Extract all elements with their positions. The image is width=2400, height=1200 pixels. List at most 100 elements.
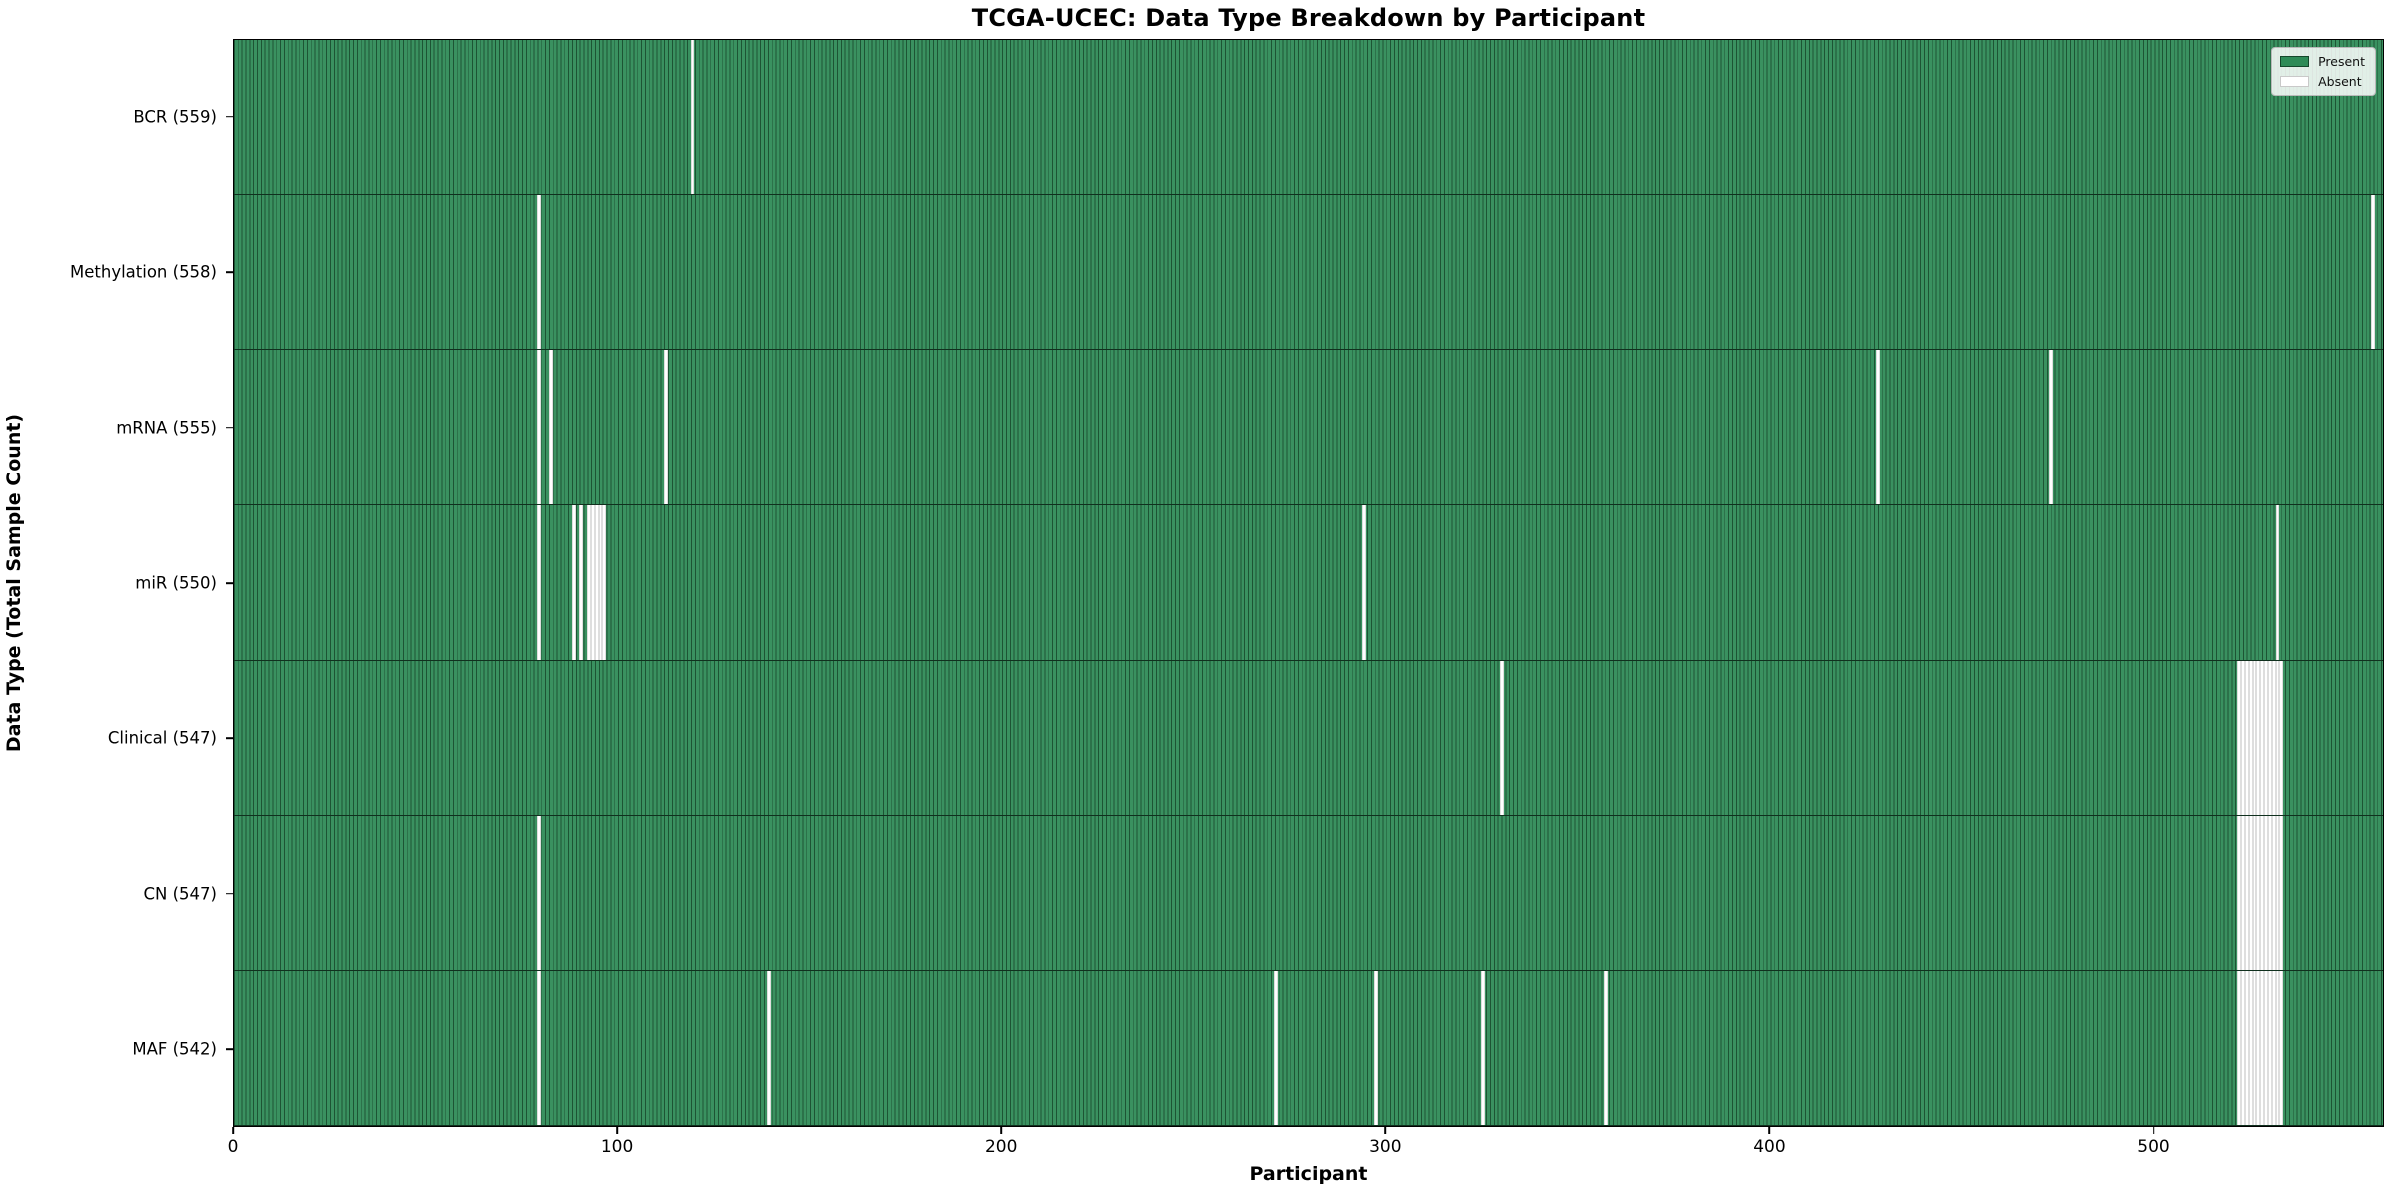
heatmap-row-cn — [234, 815, 2383, 971]
x-tick-label-200: 200 — [984, 1137, 1018, 1157]
heatmap-row-methylation — [234, 195, 2383, 351]
y-tick-label-bcr: BCR (559) — [133, 107, 217, 127]
y-tick-mark — [226, 737, 233, 740]
absent-cell — [2267, 815, 2272, 970]
absent-cell — [2260, 660, 2265, 815]
absent-cell — [2241, 660, 2245, 815]
absent-cell — [2275, 660, 2280, 815]
absent-cell — [537, 970, 541, 1125]
absent-cell — [2256, 970, 2261, 1125]
y-tick-mark — [226, 893, 233, 895]
absent-cell — [2256, 660, 2261, 815]
absent-cell — [2237, 660, 2241, 815]
absent-cell — [2237, 815, 2241, 970]
absent-cell — [2252, 815, 2257, 970]
chart-title: TCGA-UCEC: Data Type Breakdown by Partic… — [971, 4, 1646, 32]
y-tick-label-mrna: mRNA (555) — [116, 418, 217, 438]
x-tick-mark — [232, 1127, 234, 1134]
absent-cell — [2241, 970, 2245, 1125]
absent-cell — [1876, 350, 1881, 505]
x-axis-tick-labels: 0 100 200 300 400 500 — [228, 1127, 2384, 1167]
absent-cell — [2279, 815, 2284, 970]
absent-cell — [579, 505, 584, 660]
absent-cell — [2264, 815, 2268, 970]
heatmap-row-maf — [234, 970, 2383, 1126]
absent-cell — [2371, 195, 2376, 350]
y-tick-label-mir: miR (550) — [135, 573, 217, 593]
absent-cell — [2237, 970, 2241, 1125]
absent-cell — [2248, 660, 2253, 815]
absent-cell — [2279, 660, 2284, 815]
absent-cell — [598, 505, 603, 660]
x-tick-label-0: 0 — [227, 1137, 239, 1157]
absent-cell — [587, 505, 591, 660]
absent-cell — [2275, 815, 2280, 970]
present-swatch-icon — [2280, 56, 2310, 67]
x-tick-label-300: 300 — [1369, 1137, 1402, 1157]
x-tick-label-500: 500 — [2137, 1137, 2170, 1157]
absent-cell — [2049, 350, 2053, 505]
y-tick-mark — [226, 582, 233, 584]
plot-area: Present Absent — [233, 39, 2384, 1127]
y-tick-label-cn: CN (547) — [143, 884, 217, 904]
absent-cell — [2275, 970, 2280, 1125]
absent-cell — [2279, 970, 2284, 1125]
x-tick-mark — [1000, 1127, 1002, 1134]
absent-cell — [2248, 815, 2253, 970]
absent-cell — [590, 505, 595, 660]
absent-cell — [537, 195, 541, 350]
absent-cell — [2271, 660, 2276, 815]
absent-cell — [2244, 970, 2249, 1125]
absent-cell — [2264, 660, 2268, 815]
absent-cell — [1500, 660, 1505, 815]
absent-cell — [2248, 970, 2253, 1125]
y-axis-tick-labels: BCR (559) Methylation (558) mRNA (555) miR … — [0, 39, 233, 1127]
legend: Present Absent — [2271, 47, 2376, 96]
absent-cell — [663, 350, 668, 505]
y-tick-label-methylation: Methylation (558) — [70, 262, 217, 282]
y-tick-mark — [226, 426, 233, 429]
legend-item-present: Present — [2280, 54, 2365, 69]
absent-cell — [2252, 660, 2257, 815]
absent-cell — [2267, 660, 2272, 815]
legend-label-present: Present — [2318, 54, 2365, 69]
absent-cell — [537, 350, 541, 505]
absent-cell — [1603, 970, 1608, 1125]
absent-cell — [1362, 505, 1367, 660]
absent-cell — [2244, 660, 2249, 815]
x-tick-label-400: 400 — [1753, 1137, 1786, 1157]
legend-label-absent: Absent — [2318, 74, 2362, 89]
absent-cell — [537, 505, 541, 660]
absent-cell — [1373, 970, 1378, 1125]
y-tick-mark — [226, 1048, 233, 1051]
absent-cell — [537, 815, 541, 970]
absent-cell — [1273, 970, 1278, 1125]
y-tick-label-clinical: Clinical (547) — [107, 728, 217, 748]
x-tick-mark — [1384, 1127, 1387, 1134]
absent-cell — [2256, 815, 2261, 970]
absent-cell — [548, 350, 553, 505]
absent-cell — [2244, 815, 2249, 970]
x-tick-mark — [1768, 1127, 1771, 1134]
x-tick-label-100: 100 — [600, 1137, 634, 1157]
absent-swatch-icon — [2280, 76, 2310, 87]
absent-cell — [2271, 815, 2276, 970]
x-axis-title: Participant — [1249, 1163, 1368, 1185]
heatmap-row-mir — [234, 505, 2383, 661]
absent-cell — [2264, 970, 2268, 1125]
absent-cell — [2252, 970, 2257, 1125]
absent-cell — [602, 505, 607, 660]
y-tick-mark — [226, 271, 233, 273]
absent-cell — [2275, 505, 2280, 660]
absent-cell — [767, 970, 772, 1125]
y-tick-mark — [226, 115, 233, 118]
heatmap-row-mrna — [234, 350, 2383, 506]
absent-cell — [2241, 815, 2245, 970]
y-tick-label-maf: MAF (542) — [132, 1039, 217, 1059]
absent-cell — [594, 505, 599, 660]
absent-cell — [690, 40, 695, 195]
absent-cell — [2271, 970, 2276, 1125]
heatmap-row-clinical — [234, 660, 2383, 816]
absent-cell — [1481, 970, 1486, 1125]
